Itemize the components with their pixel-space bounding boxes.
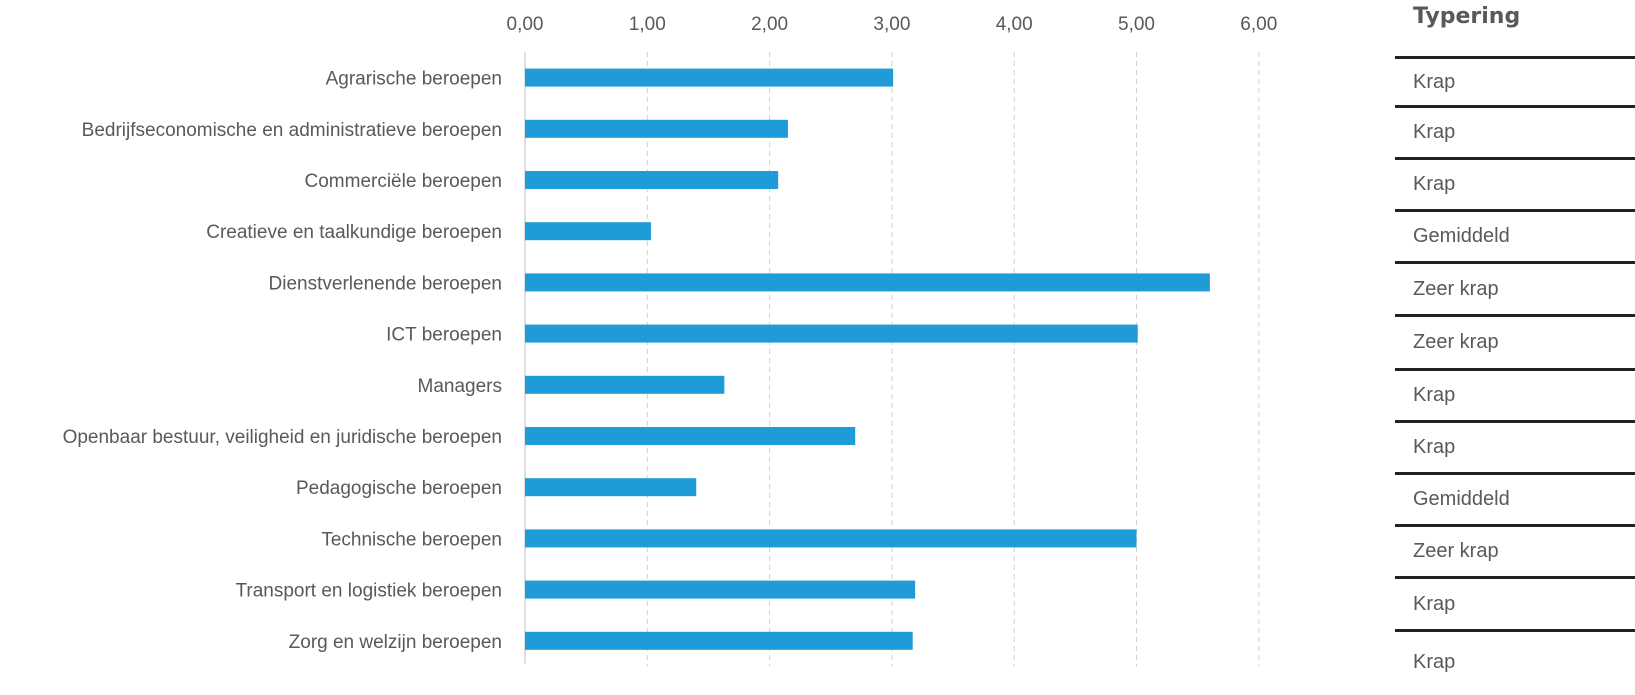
- bar: [525, 273, 1210, 292]
- bar: [525, 427, 856, 445]
- typering-value: Zeer krap: [1413, 278, 1499, 300]
- typering-row: Gemiddeld: [1395, 209, 1635, 264]
- category-label: Commerciële beroepen: [305, 171, 503, 192]
- typering-row: Krap: [1395, 157, 1635, 212]
- category-label: Openbaar bestuur, veiligheid en juridisc…: [63, 427, 502, 448]
- bar: [525, 222, 651, 241]
- x-tick-label: 5,00: [1118, 14, 1155, 35]
- typering-row: Krap: [1395, 105, 1635, 160]
- bar: [525, 478, 697, 497]
- typering-row: Zeer krap: [1395, 314, 1635, 371]
- x-tick-label: 1,00: [629, 14, 666, 35]
- x-tick-label: 3,00: [873, 14, 910, 35]
- x-tick-label: 6,00: [1240, 14, 1277, 35]
- category-labels: Agrarische beroepen Bedrijfseconomische e…: [63, 69, 502, 653]
- typering-value: Krap: [1413, 71, 1456, 93]
- typering-row: Krap: [1395, 420, 1635, 475]
- bars: [525, 68, 1210, 650]
- typering-value: Krap: [1413, 593, 1456, 615]
- typering-header: Typering: [1413, 4, 1521, 29]
- typering-row: Krap: [1395, 629, 1635, 695]
- typering-value: Krap: [1413, 436, 1456, 458]
- bar: [525, 529, 1137, 548]
- category-label: Pedagogische beroepen: [296, 478, 502, 499]
- typering-value: Krap: [1413, 651, 1456, 673]
- typering-row: Krap: [1395, 56, 1635, 108]
- x-tick-label: 4,00: [996, 14, 1033, 35]
- bar: [525, 580, 916, 599]
- category-label: Technische beroepen: [321, 529, 502, 550]
- typering-row: Krap: [1395, 368, 1635, 423]
- bar-chart: 0,00 1,00 2,00 3,00 4,00 5,00 6,00 Agrarische …: [63, 14, 1278, 667]
- category-label: Dienstverlenende beroepen: [269, 273, 502, 294]
- gridlines: [646, 52, 1260, 667]
- category-label: Transport en logistiek beroepen: [235, 581, 502, 602]
- bar: [525, 631, 913, 650]
- typering-value: Krap: [1413, 121, 1456, 143]
- typering-value: Krap: [1413, 173, 1456, 195]
- typering-row: Gemiddeld: [1395, 472, 1635, 527]
- category-label: Bedrijfseconomische en administratieve b…: [82, 120, 502, 141]
- typering-row: Zeer krap: [1395, 524, 1635, 579]
- category-label: Managers: [418, 376, 503, 397]
- category-label: Creatieve en taalkundige beroepen: [206, 222, 502, 243]
- category-label: Agrarische beroepen: [326, 69, 502, 90]
- x-tick-label: 0,00: [507, 14, 544, 35]
- bar: [525, 68, 894, 87]
- bar: [525, 375, 725, 394]
- x-tick-label: 2,00: [751, 14, 788, 35]
- x-axis-ticks: 0,00 1,00 2,00 3,00 4,00 5,00 6,00: [507, 14, 1278, 35]
- bar: [525, 324, 1138, 343]
- category-label: Zorg en welzijn beroepen: [289, 632, 502, 653]
- typering-row: Zeer krap: [1395, 261, 1635, 317]
- typering-value: Krap: [1413, 384, 1456, 406]
- typering-value: Gemiddeld: [1413, 225, 1510, 247]
- category-label: ICT beroepen: [386, 325, 502, 346]
- bar: [525, 119, 788, 138]
- typering-value: Zeer krap: [1413, 331, 1499, 353]
- typering-row: Krap: [1395, 576, 1635, 632]
- typering-value: Gemiddeld: [1413, 488, 1510, 510]
- bar: [525, 171, 779, 189]
- typering-value: Zeer krap: [1413, 540, 1499, 562]
